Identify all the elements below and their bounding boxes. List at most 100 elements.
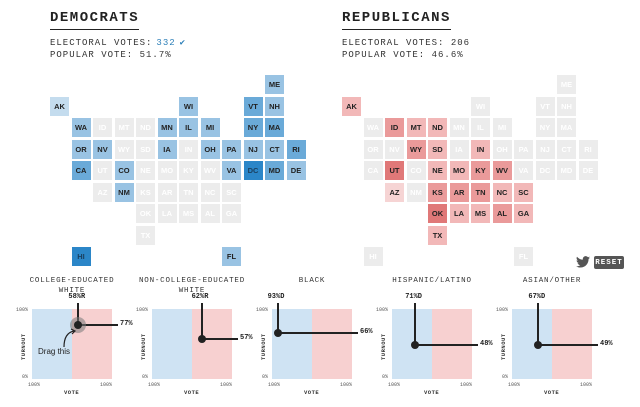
state-tile-mn[interactable]: MN [449, 118, 469, 137]
state-tile-co[interactable]: CO [114, 161, 134, 180]
state-tile-mi[interactable]: MI [200, 118, 220, 137]
state-tile-ca[interactable]: CA [363, 161, 383, 180]
state-tile-ar[interactable]: AR [157, 182, 177, 202]
state-tile-wa[interactable]: WA [71, 118, 91, 137]
state-tile-nm[interactable]: NM [406, 182, 426, 202]
state-tile-il[interactable]: IL [471, 118, 490, 137]
state-tile-mi[interactable]: MI [492, 118, 512, 137]
state-tile-me[interactable]: ME [557, 75, 576, 94]
state-tile-ct[interactable]: CT [557, 139, 576, 159]
state-tile-ma[interactable]: MA [265, 118, 284, 137]
state-tile-or[interactable]: OR [363, 139, 383, 159]
state-tile-wa[interactable]: WA [363, 118, 383, 137]
state-tile-la[interactable]: LA [157, 204, 177, 223]
state-tile-ne[interactable]: NE [136, 161, 155, 180]
state-tile-nj[interactable]: NJ [243, 139, 263, 159]
state-tile-sd[interactable]: SD [428, 139, 447, 159]
state-tile-ms[interactable]: MS [471, 204, 490, 223]
state-tile-ks[interactable]: KS [428, 182, 447, 202]
state-tile-sc[interactable]: SC [514, 182, 533, 202]
state-tile-ak[interactable]: AK [50, 96, 69, 116]
state-tile-ok[interactable]: OK [428, 204, 447, 223]
state-tile-ne[interactable]: NE [428, 161, 447, 180]
state-tile-hi[interactable]: HI [363, 247, 383, 266]
state-tile-nc[interactable]: NC [200, 182, 220, 202]
state-tile-hi[interactable]: HI [71, 247, 91, 266]
state-tile-vt[interactable]: VT [243, 96, 263, 116]
state-tile-ky[interactable]: KY [179, 161, 198, 180]
state-tile-il[interactable]: IL [179, 118, 198, 137]
state-tile-fl[interactable]: FL [514, 247, 533, 266]
state-tile-ak[interactable]: AK [342, 96, 361, 116]
state-tile-dc[interactable]: DC [243, 161, 263, 180]
state-tile-in[interactable]: IN [179, 139, 198, 159]
state-tile-sd[interactable]: SD [136, 139, 155, 159]
state-tile-in[interactable]: IN [471, 139, 490, 159]
state-tile-ca[interactable]: CA [71, 161, 91, 180]
state-tile-nh[interactable]: NH [557, 96, 576, 116]
vote-turnout-plot[interactable] [152, 309, 232, 379]
state-tile-de[interactable]: DE [578, 161, 598, 180]
drag-handle[interactable] [273, 328, 282, 337]
state-tile-id[interactable]: ID [385, 118, 404, 137]
state-tile-ar[interactable]: AR [449, 182, 469, 202]
state-tile-ri[interactable]: RI [578, 139, 598, 159]
state-tile-wy[interactable]: WY [406, 139, 426, 159]
state-tile-nd[interactable]: ND [136, 118, 155, 137]
state-tile-pa[interactable]: PA [514, 139, 533, 159]
drag-handle[interactable] [74, 321, 83, 330]
state-tile-ga[interactable]: GA [514, 204, 533, 223]
drag-handle[interactable] [197, 335, 206, 344]
state-tile-ma[interactable]: MA [557, 118, 576, 137]
state-tile-va[interactable]: VA [514, 161, 533, 180]
state-tile-wi[interactable]: WI [179, 96, 198, 116]
drag-handle[interactable] [534, 340, 543, 349]
state-tile-co[interactable]: CO [406, 161, 426, 180]
state-tile-nv[interactable]: NV [93, 139, 112, 159]
state-tile-nh[interactable]: NH [265, 96, 284, 116]
state-tile-nj[interactable]: NJ [535, 139, 555, 159]
state-tile-wi[interactable]: WI [471, 96, 490, 116]
state-tile-ut[interactable]: UT [93, 161, 112, 180]
state-tile-az[interactable]: AZ [93, 182, 112, 202]
state-tile-vt[interactable]: VT [535, 96, 555, 116]
state-tile-ky[interactable]: KY [471, 161, 490, 180]
state-tile-mo[interactable]: MO [449, 161, 469, 180]
state-tile-tn[interactable]: TN [179, 182, 198, 202]
state-tile-wv[interactable]: WV [492, 161, 512, 180]
state-tile-ok[interactable]: OK [136, 204, 155, 223]
state-tile-al[interactable]: AL [492, 204, 512, 223]
state-tile-nm[interactable]: NM [114, 182, 134, 202]
state-tile-ks[interactable]: KS [136, 182, 155, 202]
state-tile-sc[interactable]: SC [222, 182, 241, 202]
state-tile-mt[interactable]: MT [114, 118, 134, 137]
state-tile-mn[interactable]: MN [157, 118, 177, 137]
state-tile-ri[interactable]: RI [286, 139, 306, 159]
state-tile-nd[interactable]: ND [428, 118, 447, 137]
state-tile-ct[interactable]: CT [265, 139, 284, 159]
state-tile-va[interactable]: VA [222, 161, 241, 180]
state-tile-pa[interactable]: PA [222, 139, 241, 159]
state-tile-ia[interactable]: IA [157, 139, 177, 159]
state-tile-mt[interactable]: MT [406, 118, 426, 137]
state-tile-or[interactable]: OR [71, 139, 91, 159]
state-tile-oh[interactable]: OH [200, 139, 220, 159]
state-tile-id[interactable]: ID [93, 118, 112, 137]
vote-turnout-plot[interactable] [272, 309, 352, 379]
state-tile-ny[interactable]: NY [535, 118, 555, 137]
twitter-icon[interactable] [576, 256, 590, 268]
state-tile-wy[interactable]: WY [114, 139, 134, 159]
drag-handle[interactable] [411, 341, 420, 350]
state-tile-mo[interactable]: MO [157, 161, 177, 180]
state-tile-nc[interactable]: NC [492, 182, 512, 202]
state-tile-md[interactable]: MD [265, 161, 284, 180]
state-tile-md[interactable]: MD [557, 161, 576, 180]
state-tile-ga[interactable]: GA [222, 204, 241, 223]
reset-button[interactable]: RESET [594, 256, 624, 269]
state-tile-ny[interactable]: NY [243, 118, 263, 137]
state-tile-al[interactable]: AL [200, 204, 220, 223]
state-tile-nv[interactable]: NV [385, 139, 404, 159]
state-tile-fl[interactable]: FL [222, 247, 241, 266]
state-tile-ms[interactable]: MS [179, 204, 198, 223]
state-tile-me[interactable]: ME [265, 75, 284, 94]
